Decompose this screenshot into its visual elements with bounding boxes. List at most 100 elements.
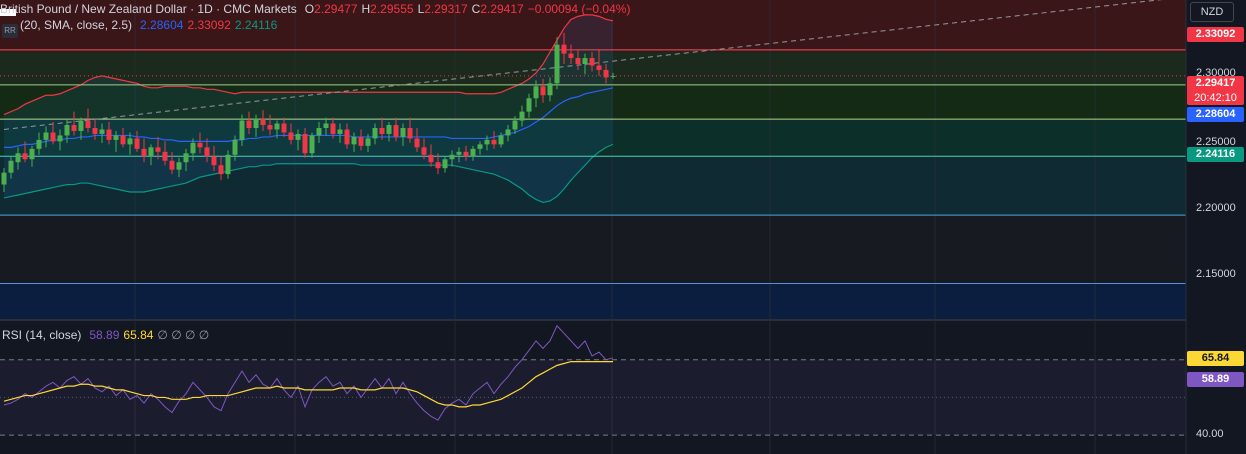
candle-body bbox=[253, 119, 259, 128]
candle-body bbox=[8, 160, 14, 173]
candle-body bbox=[1, 172, 7, 185]
price-zone bbox=[0, 52, 1186, 85]
candle-body bbox=[267, 125, 273, 130]
candle-body bbox=[554, 44, 560, 84]
candle-body bbox=[204, 147, 210, 157]
high-label: H bbox=[361, 2, 371, 16]
rsi-pane bbox=[0, 324, 1186, 436]
legend-rsi[interactable]: RSI (14, close) 58.89 65.84 ∅ ∅ ∅ ∅ bbox=[2, 328, 213, 342]
bb-lower-price-tag: 2.24116 bbox=[1187, 147, 1244, 162]
legend-bb[interactable]: (20, SMA, close, 2.5) 2.28604 2.33092 2.241… bbox=[20, 18, 281, 32]
candle-body bbox=[64, 125, 70, 136]
candle-body bbox=[561, 44, 567, 54]
candle-body bbox=[169, 160, 175, 170]
bb-lower-value: 2.24116 bbox=[234, 18, 278, 32]
candle-body bbox=[589, 58, 595, 66]
candle-body bbox=[449, 154, 455, 160]
candle-body bbox=[603, 69, 609, 78]
bb-upper-price-tag: 2.33092 bbox=[1187, 27, 1244, 42]
rsi-label: RSI (14, close) bbox=[2, 328, 82, 342]
candle-body bbox=[113, 135, 119, 140]
candle-body bbox=[288, 132, 294, 140]
bb-upper-line bbox=[3, 14, 614, 116]
symbol-title[interactable]: British Pound / New Zealand Dollar · 1D … bbox=[0, 2, 297, 16]
high-value: 2.29555 bbox=[370, 2, 414, 16]
candle-body bbox=[302, 133, 308, 154]
trendline[interactable] bbox=[3, 0, 1246, 130]
bb-fill bbox=[4, 14, 613, 203]
vertical-grid bbox=[134, 0, 1096, 454]
trendline-segment bbox=[3, 0, 1163, 130]
bar-countdown: 20:42:10 bbox=[1194, 92, 1237, 104]
candle-body bbox=[330, 123, 336, 134]
rr-badge[interactable]: RR bbox=[2, 24, 18, 38]
candle-body bbox=[127, 138, 133, 145]
open-value: 2.29477 bbox=[314, 2, 358, 16]
candle-body bbox=[435, 162, 441, 169]
candle-body bbox=[218, 165, 224, 175]
bb-basis-line bbox=[4, 87, 614, 148]
price-tick-label: 2.20000 bbox=[1196, 202, 1236, 214]
candle-body bbox=[386, 125, 392, 134]
candle-body bbox=[176, 162, 182, 170]
price-zone bbox=[0, 282, 1186, 320]
bollinger-bands bbox=[3, 14, 614, 204]
bb-basis-value: 2.28604 bbox=[140, 18, 184, 32]
candle-body bbox=[22, 153, 28, 160]
candle-body bbox=[344, 129, 350, 145]
rsi-line bbox=[3, 324, 614, 421]
rsi-value: 58.89 bbox=[89, 328, 120, 342]
candle-body bbox=[274, 123, 280, 130]
candle-body bbox=[337, 129, 343, 134]
candle-body bbox=[141, 148, 147, 157]
candle-body bbox=[442, 159, 448, 169]
candle-body bbox=[526, 98, 532, 112]
candle-body bbox=[582, 58, 588, 64]
candles bbox=[1, 32, 616, 192]
rsi-ma-value: 65.84 bbox=[123, 328, 154, 342]
candle-body bbox=[155, 147, 161, 152]
candle-body bbox=[407, 128, 413, 139]
currency-selector[interactable]: NZD bbox=[1190, 2, 1234, 22]
horizontal-levels bbox=[0, 49, 1186, 285]
close-value: 2.29417 bbox=[480, 2, 524, 16]
candle-body bbox=[197, 142, 203, 148]
candle-body bbox=[575, 58, 581, 64]
candle-body bbox=[456, 151, 462, 155]
price-tick-label: 2.15000 bbox=[1196, 268, 1236, 280]
candle-body bbox=[568, 53, 574, 59]
candle-body bbox=[71, 125, 77, 131]
candle-body bbox=[470, 148, 476, 157]
price-zones bbox=[0, 0, 1186, 320]
bb-basis-price-tag: 2.28604 bbox=[1187, 107, 1244, 122]
price-zone bbox=[0, 0, 1186, 53]
rsi-extra-values: ∅ ∅ ∅ ∅ bbox=[157, 328, 210, 342]
price-zone bbox=[0, 215, 1186, 283]
candle-body bbox=[183, 153, 189, 163]
price-zone bbox=[0, 119, 1186, 157]
candle-body bbox=[36, 139, 42, 149]
candle-body bbox=[547, 83, 553, 96]
candle-body bbox=[596, 65, 602, 70]
candle-body bbox=[610, 75, 616, 77]
candle-body bbox=[358, 136, 364, 146]
candle-body bbox=[414, 138, 420, 148]
rsi-ma-tag: 65.84 bbox=[1187, 351, 1244, 366]
candle-body bbox=[421, 147, 427, 155]
candle-body bbox=[519, 111, 525, 121]
candle-body bbox=[463, 151, 469, 157]
candle-body bbox=[533, 86, 539, 99]
candle-body bbox=[15, 153, 21, 163]
symbol-logo-icon[interactable] bbox=[0, 9, 16, 16]
candle-body bbox=[190, 142, 196, 154]
candle-body bbox=[379, 128, 385, 134]
candle-body bbox=[400, 128, 406, 137]
price-zone bbox=[0, 84, 1186, 120]
candle-body bbox=[498, 135, 504, 145]
candle-body bbox=[295, 133, 301, 140]
candle-body bbox=[491, 139, 497, 145]
candle-body bbox=[365, 138, 371, 146]
price-tick-label: 2.25000 bbox=[1196, 136, 1236, 148]
